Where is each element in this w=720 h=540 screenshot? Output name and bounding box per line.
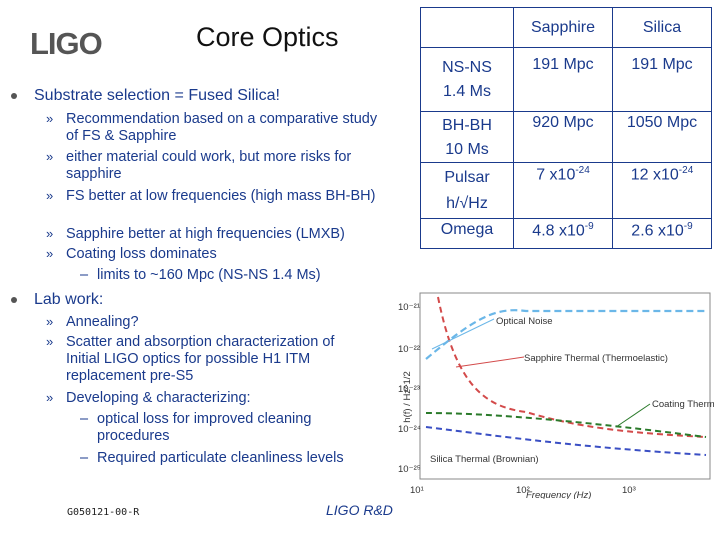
list-subitem: Required particulate cleanliness levels [97, 450, 344, 466]
table-header-silica: Silica [612, 7, 712, 48]
curve-label-silica: Silica Thermal (Brownian) [430, 454, 539, 465]
curve-optical-noise [425, 309, 706, 360]
cell-sapphire: 920 Mpc [513, 111, 613, 163]
list-item: Scatter and absorption characterization … [66, 334, 335, 384]
cell-silica: 12 x10-24 [612, 162, 712, 219]
curve-label-optical: Optical Noise [496, 316, 553, 327]
plot-ylabel: h(f) / Hz^1/2 [402, 371, 413, 422]
chevron-icon: » [46, 314, 54, 329]
plot-frame [419, 292, 711, 480]
document-id: G050121-00-R [67, 507, 140, 518]
x-tick-label: 10³ [622, 485, 636, 496]
row-label: Pulsar h/√Hz [420, 162, 514, 219]
dash-icon: – [80, 411, 89, 427]
row-label: BH-BH 10 Ms [420, 111, 514, 163]
value-exponent: -9 [683, 221, 693, 232]
page-title: Core Optics [196, 22, 339, 52]
row-label-line1: Pulsar [444, 169, 490, 186]
cell-sapphire: 7 x10-24 [513, 162, 613, 219]
bullet-icon [11, 297, 17, 303]
row-label: Omega [420, 218, 514, 249]
list-item: Coating loss dominates [66, 246, 217, 262]
row-label-line2: 1.4 Ms [442, 83, 491, 100]
value-exponent: -9 [584, 221, 594, 232]
chevron-icon: » [46, 188, 54, 203]
value-base: 7 x10 [536, 166, 576, 184]
x-tick-label: 10² [516, 485, 530, 496]
row-label-line1: NS-NS [442, 59, 492, 76]
table-header-cell [420, 7, 514, 48]
table-row: NS-NS 1.4 Ms 191 Mpc 191 Mpc [420, 47, 712, 112]
chevron-icon: » [46, 111, 54, 126]
table-header-row: Sapphire Silica [420, 7, 712, 48]
curve-label-sapphire: Sapphire Thermal (Thermoelastic) [524, 353, 668, 364]
list-item: Annealing? [66, 314, 139, 330]
y-tick-label: 10⁻²² [398, 344, 420, 355]
chevron-icon: » [46, 390, 54, 405]
plot-xlabel: Frequency (Hz) [526, 490, 591, 499]
curve-label-coating: Coating Thermal [652, 399, 714, 410]
value-base: 2.6 x10 [631, 222, 684, 240]
chevron-icon: » [46, 149, 54, 164]
list-subitem: limits to ~160 Mpc (NS-NS 1.4 Ms) [97, 267, 321, 283]
value-exponent: -24 [678, 165, 694, 176]
row-label-line2: h/√Hz [446, 195, 488, 212]
table-row: Omega 4.8 x10-9 2.6 x10-9 [420, 218, 712, 249]
list-item: FS better at low frequencies (high mass … [66, 188, 376, 204]
table-row: BH-BH 10 Ms 920 Mpc 1050 Mpc [420, 111, 712, 163]
y-tick-label: 10⁻²¹ [398, 302, 420, 313]
arrow-optical [431, 318, 495, 350]
dash-icon: – [80, 450, 89, 466]
y-tick-label: 10⁻²³ [398, 384, 420, 395]
curve-coating [425, 412, 707, 438]
cell-silica: 191 Mpc [612, 47, 712, 112]
row-label-line2: 10 Ms [445, 141, 489, 158]
section-heading-substrate: Substrate selection = Fused Silica! [34, 87, 280, 104]
ligo-logo: LIGO [30, 26, 103, 60]
footer-label: LIGO R&D [326, 502, 393, 518]
row-label-line1: Omega [440, 221, 494, 238]
x-tick-label: 10¹ [410, 485, 424, 496]
cell-silica: 1050 Mpc [612, 111, 712, 163]
arrow-sapphire [455, 356, 525, 368]
list-item: Developing & characterizing: [66, 390, 251, 406]
y-tick-label: 10⁻²⁴ [398, 424, 421, 435]
curve-sapphire [437, 296, 707, 438]
chevron-icon: » [46, 226, 54, 241]
comparison-table: Sapphire Silica NS-NS 1.4 Ms 191 Mpc 191… [420, 7, 712, 249]
arrow-coating [615, 403, 651, 428]
value-base: 12 x10 [630, 166, 679, 184]
value-exponent: -24 [575, 165, 590, 176]
list-item: Sapphire better at high frequencies (LMX… [66, 226, 345, 242]
noise-plot: h(f) / Hz^1/2 10⁻²¹ 10⁻²² 10⁻²³ 10⁻²⁴ 10… [398, 292, 714, 499]
list-item: Recommendation based on a comparative st… [66, 111, 378, 144]
row-label: NS-NS 1.4 Ms [420, 47, 514, 112]
cell-sapphire: 4.8 x10-9 [513, 218, 613, 249]
row-label-line1: BH-BH [442, 117, 492, 134]
curve-silica [425, 426, 707, 456]
ligo-logo-text: LIGO [30, 26, 102, 60]
list-subitem: optical loss for improved cleaning proce… [97, 411, 312, 444]
section-heading-lab-work: Lab work: [34, 291, 104, 308]
cell-sapphire: 191 Mpc [513, 47, 613, 112]
table-row: Pulsar h/√Hz 7 x10-24 12 x10-24 [420, 162, 712, 219]
value-base: 4.8 x10 [532, 222, 585, 240]
table-header-sapphire: Sapphire [513, 7, 613, 48]
dash-icon: – [80, 267, 89, 283]
y-tick-label: 10⁻²⁵ [398, 464, 421, 475]
chevron-icon: » [46, 246, 54, 261]
list-item: either material could work, but more ris… [66, 149, 352, 182]
bullet-icon [11, 93, 17, 99]
cell-silica: 2.6 x10-9 [612, 218, 712, 249]
chevron-icon: » [46, 334, 54, 349]
